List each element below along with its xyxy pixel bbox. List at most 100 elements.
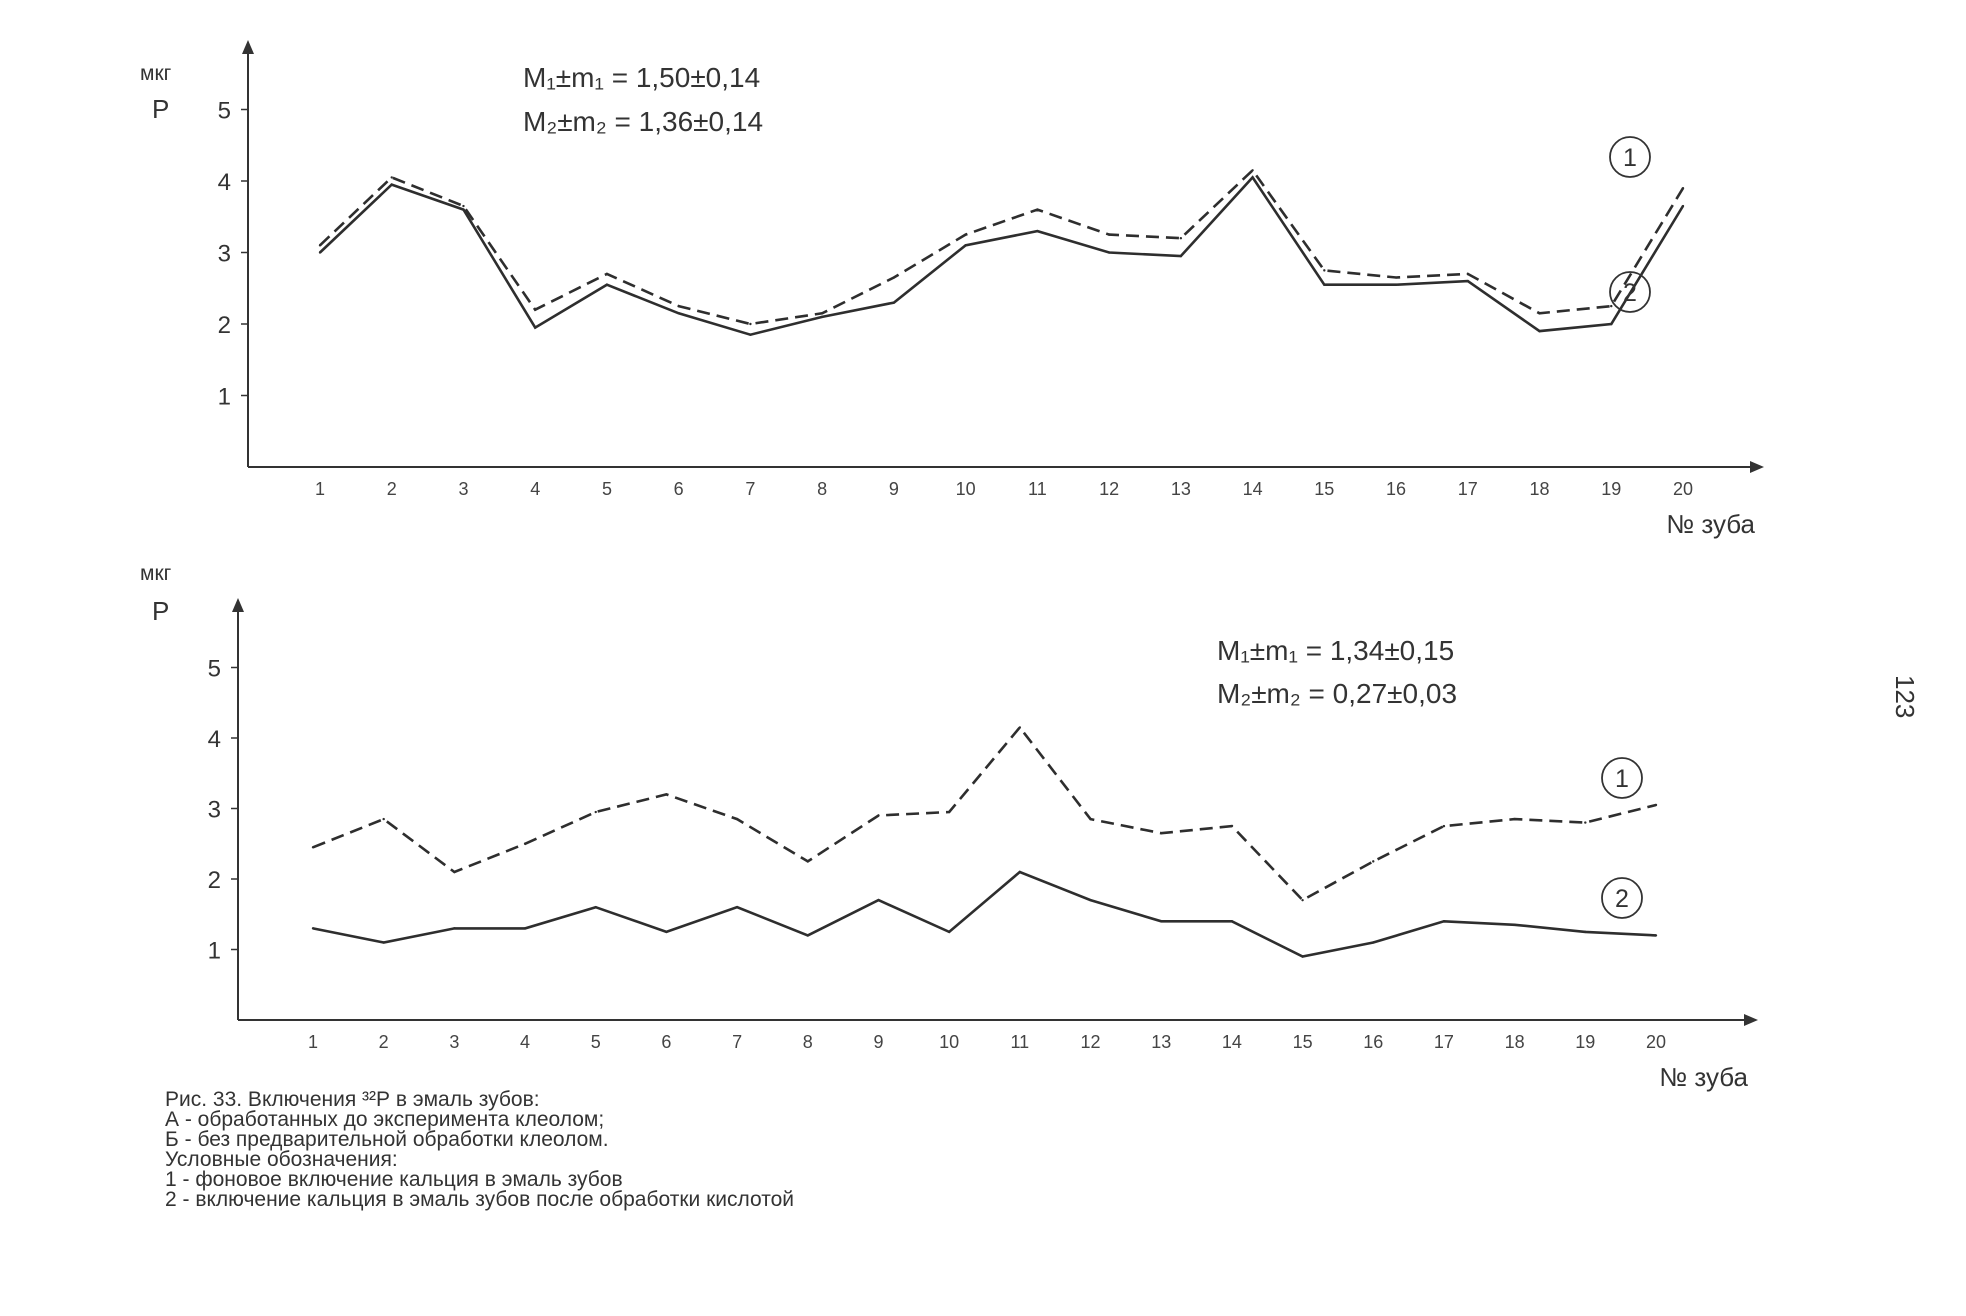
- series-2-point: [311, 927, 315, 930]
- series-2-point: [1301, 955, 1304, 958]
- stats-annotation: M₂±m₂ = 0,27±0,03: [1217, 678, 1457, 709]
- series-1-point: [605, 272, 609, 276]
- series-2-marker-label: 2: [1623, 279, 1637, 307]
- y-axis-arrow-icon: [242, 40, 254, 54]
- series-2-point: [1372, 941, 1375, 944]
- x-axis-label: № зуба: [1666, 509, 1755, 539]
- series-2-line: [312, 870, 1657, 958]
- caption-line-a: А - обработанных до эксперимента клеолом…: [165, 1108, 605, 1131]
- series-2-point: [1681, 204, 1685, 208]
- y-tick-label: 1: [218, 384, 231, 411]
- x-tick-label: 16: [1386, 479, 1406, 499]
- series-2-marker-circle: [1609, 271, 1651, 313]
- x-tick-label: 16: [1363, 1032, 1383, 1052]
- series-2-point: [749, 333, 752, 336]
- series-1-point: [382, 817, 385, 821]
- x-tick-label: 2: [387, 479, 397, 499]
- series-1-point: [318, 244, 322, 247]
- x-tick-label: 9: [873, 1032, 883, 1052]
- x-tick-label: 9: [889, 479, 899, 499]
- legend-item-2: 2 - включение кальция в эмаль зубов посл…: [165, 1188, 795, 1211]
- series-1-point: [1584, 821, 1587, 824]
- series-2-marker-circle: [1601, 877, 1643, 919]
- x-tick-label: 17: [1458, 479, 1478, 499]
- stats-annotation: M₂±m₂ = 1,36±0,14: [523, 106, 763, 137]
- series-2-point: [665, 930, 668, 934]
- series-1-point: [1323, 269, 1326, 272]
- y-tick-label: 1: [208, 938, 221, 965]
- series-2-point: [1160, 920, 1163, 923]
- x-tick-label: 7: [745, 479, 755, 499]
- series-1-point: [1610, 304, 1613, 308]
- x-tick-label: 5: [591, 1032, 601, 1052]
- x-tick-label: 12: [1099, 479, 1119, 499]
- x-tick-label: 2: [379, 1032, 389, 1052]
- series-1-marker-circle: [1609, 136, 1651, 178]
- series-1-marker-label: 1: [1615, 765, 1629, 793]
- series-2-point: [462, 208, 465, 211]
- y-axis-arrow-icon: [232, 598, 244, 612]
- series-1-point: [1513, 817, 1516, 821]
- x-tick-label: 19: [1601, 479, 1621, 499]
- series-1-point: [1107, 233, 1111, 236]
- x-tick-label: 10: [939, 1032, 959, 1052]
- series-1-point: [1654, 803, 1658, 807]
- series-2-point: [1179, 254, 1183, 258]
- x-tick-label: 13: [1171, 479, 1191, 499]
- series-2-point: [877, 898, 880, 902]
- series-2-point: [1251, 176, 1254, 179]
- series-1-point: [534, 308, 537, 311]
- series-2-point: [382, 941, 385, 944]
- x-tick-label: 18: [1505, 1032, 1525, 1052]
- series-2-point: [677, 312, 680, 315]
- series-1-point: [677, 304, 680, 308]
- series-2-point: [1089, 898, 1092, 902]
- series-1-point: [964, 233, 967, 236]
- series-2-point: [534, 326, 537, 329]
- series-1-point: [1160, 831, 1163, 835]
- series-2-point: [605, 283, 609, 286]
- x-tick-label: 20: [1646, 1032, 1666, 1052]
- x-tick-label: 11: [1028, 479, 1047, 499]
- series-2-point: [318, 251, 322, 254]
- series-1-point: [1538, 312, 1541, 315]
- y-unit-label: мкг: [140, 562, 172, 585]
- y-axis-label: Р: [152, 94, 169, 124]
- x-tick-label: 3: [458, 479, 468, 499]
- x-tick-label: 8: [817, 479, 827, 499]
- series-1-point: [462, 204, 465, 208]
- series-1-point: [1681, 186, 1685, 190]
- series-1-point: [749, 322, 752, 326]
- series-1-point: [806, 860, 809, 863]
- series-2-point: [1513, 923, 1516, 927]
- series-2-point: [1584, 930, 1587, 934]
- series-1-point: [892, 276, 896, 279]
- series-1-point: [1442, 824, 1446, 828]
- series-2-point: [594, 906, 597, 909]
- x-axis-label: № зуба: [1659, 1062, 1748, 1092]
- stats-annotation: M₁±m₁ = 1,50±0,14: [523, 62, 760, 93]
- x-tick-label: 5: [602, 479, 612, 499]
- series-2-marker-label: 2: [1615, 885, 1629, 913]
- x-tick-label: 10: [956, 479, 976, 499]
- series-1-point: [1372, 860, 1375, 863]
- series-2-point: [735, 906, 739, 909]
- series-2-point: [1036, 229, 1039, 233]
- series-1-line: [312, 725, 1657, 902]
- y-unit-label: мкг: [140, 62, 172, 85]
- x-tick-label: 18: [1530, 479, 1550, 499]
- series-1-point: [1301, 898, 1304, 902]
- x-tick-label: 3: [449, 1032, 459, 1052]
- y-tick-label: 2: [208, 867, 221, 894]
- x-tick-label: 17: [1434, 1032, 1454, 1052]
- series-1-point: [523, 842, 527, 845]
- series-1-point: [820, 312, 824, 315]
- x-tick-label: 15: [1293, 1032, 1313, 1052]
- x-tick-label: 6: [674, 479, 684, 499]
- series-2-point: [453, 927, 456, 930]
- legend-item-1: 1 - фоновое включение кальция в эмаль зу…: [165, 1168, 623, 1191]
- series-1-point: [453, 870, 456, 874]
- y-tick-label: 3: [218, 241, 231, 268]
- series-1-point: [665, 793, 668, 796]
